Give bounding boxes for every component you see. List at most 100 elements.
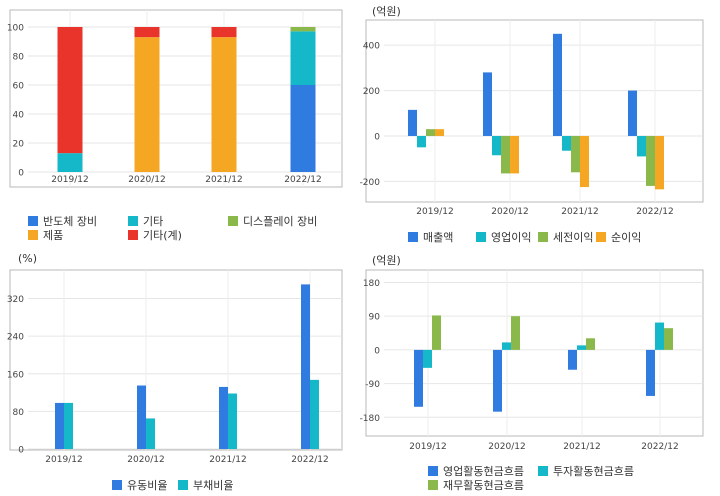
legend-label: 기타 bbox=[143, 215, 164, 228]
chart4-bar bbox=[432, 315, 441, 350]
legend-label: 순이익 bbox=[611, 231, 642, 244]
chart4-bar bbox=[423, 349, 432, 368]
chart2-x-tick-label: 2020/12 bbox=[491, 207, 528, 217]
legend-label: 매출액 bbox=[423, 231, 454, 244]
chart4-bar bbox=[646, 349, 655, 396]
chart3-bar bbox=[228, 393, 237, 449]
chart2-y-tick-label: 400 bbox=[363, 42, 380, 52]
chart4-x-tick-label: 2019/12 bbox=[409, 442, 446, 452]
chart1-y-tick-label: 80 bbox=[13, 53, 25, 63]
legend-swatch bbox=[476, 232, 486, 242]
legend-label: 영업이익 bbox=[491, 231, 532, 244]
legend-swatch bbox=[28, 216, 38, 226]
chart2-bar bbox=[510, 135, 519, 174]
chart1-y-tick-label: 0 bbox=[18, 169, 24, 179]
legend-item[interactable]: 부채비율 bbox=[178, 477, 233, 493]
chart4-bar bbox=[493, 349, 502, 412]
chart4-bar bbox=[502, 342, 511, 350]
legend-item[interactable]: 매출액 bbox=[408, 229, 453, 245]
chart4-x-tick-label: 2021/12 bbox=[563, 442, 600, 452]
chart4-y-tick-label: 0 bbox=[374, 346, 380, 356]
income-unit-label: (억원) bbox=[372, 5, 401, 18]
legend-label: 기타(계) bbox=[143, 229, 182, 242]
chart2-bar bbox=[417, 135, 426, 148]
legend-swatch bbox=[428, 466, 438, 476]
chart2-bar bbox=[501, 135, 510, 174]
chart4-bar bbox=[568, 349, 577, 370]
legend-swatch bbox=[128, 230, 138, 240]
chart4-bar bbox=[511, 316, 520, 350]
chart4-x-tick-label: 2022/12 bbox=[641, 442, 678, 452]
chart1-x-tick-label: 2021/12 bbox=[205, 175, 242, 185]
chart2-bar bbox=[553, 33, 562, 136]
chart1-bar bbox=[134, 27, 160, 38]
chart3-x-tick-label: 2022/12 bbox=[291, 455, 328, 465]
legend-label: 투자활동현금흐름 bbox=[553, 465, 634, 478]
legend-label: 재무활동현금흐름 bbox=[443, 479, 524, 492]
chart2-bar bbox=[562, 135, 571, 151]
chart3-x-tick-label: 2019/12 bbox=[45, 455, 82, 465]
chart3-bar bbox=[137, 385, 146, 449]
chart3-bar bbox=[146, 418, 155, 449]
chart4-y-tick-label: 180 bbox=[363, 279, 380, 289]
chart4-y-tick-label: 90 bbox=[369, 313, 381, 323]
legend-swatch bbox=[596, 232, 606, 242]
legend-item[interactable]: 영업이익 bbox=[476, 229, 531, 245]
chart4-y-tick-label: -180 bbox=[360, 414, 381, 424]
chart2-bar bbox=[571, 135, 580, 173]
legend-item[interactable]: 세전이익 bbox=[538, 229, 593, 245]
cashflow-unit-label: (억원) bbox=[372, 254, 401, 267]
legend-swatch bbox=[408, 232, 418, 242]
chart3-y-tick-label: 320 bbox=[7, 295, 24, 305]
legend-item[interactable]: 기타(계) bbox=[128, 227, 182, 243]
legend-item[interactable]: 반도체 장비 bbox=[28, 213, 97, 229]
chart3-bar bbox=[55, 402, 64, 449]
legend-item[interactable]: 유동비율 bbox=[112, 477, 167, 493]
legend-label: 반도체 장비 bbox=[43, 215, 98, 228]
legend-swatch bbox=[28, 230, 38, 240]
legend-swatch bbox=[128, 216, 138, 226]
legend-item[interactable]: 투자활동현금흐름 bbox=[538, 463, 634, 479]
chart4-y-tick-label: -90 bbox=[365, 380, 380, 390]
legend-swatch bbox=[178, 480, 188, 490]
chart2-bar bbox=[646, 135, 655, 186]
legend-item[interactable]: 디스플레이 장비 bbox=[228, 213, 317, 229]
chart2-bar bbox=[628, 90, 637, 136]
chart3-y-tick-label: 0 bbox=[18, 446, 24, 456]
chart3-bar bbox=[219, 386, 228, 449]
legend-swatch bbox=[228, 216, 238, 226]
chart3-x-tick-label: 2020/12 bbox=[127, 455, 164, 465]
chart4-bar bbox=[655, 322, 664, 350]
chart1-y-tick-label: 60 bbox=[13, 82, 25, 92]
legend-swatch bbox=[538, 466, 548, 476]
chart2-bar bbox=[580, 135, 589, 188]
chart1-x-tick-label: 2019/12 bbox=[51, 175, 88, 185]
chart3-x-tick-label: 2021/12 bbox=[209, 455, 246, 465]
chart1-bar bbox=[134, 37, 160, 173]
chart2-bar bbox=[655, 135, 664, 190]
legend-label: 영업활동현금흐름 bbox=[443, 465, 524, 478]
chart2-bar bbox=[435, 129, 444, 136]
chart3-y-tick-label: 160 bbox=[7, 370, 24, 380]
chart1-y-tick-label: 40 bbox=[13, 111, 25, 121]
legend-item[interactable]: 영업활동현금흐름 bbox=[428, 463, 524, 479]
chart2-bar bbox=[637, 135, 646, 157]
chart3-y-tick-label: 240 bbox=[7, 333, 24, 343]
legend-swatch bbox=[428, 480, 438, 490]
legend-item[interactable]: 재무활동현금흐름 bbox=[428, 477, 524, 493]
chart1-bar bbox=[290, 31, 316, 86]
chart1-bar bbox=[57, 153, 83, 172]
chart2-y-tick-label: -200 bbox=[360, 178, 381, 188]
chart3-frame bbox=[9, 269, 343, 451]
legend-item[interactable]: 제품 bbox=[28, 227, 63, 243]
chart3-bar bbox=[64, 402, 73, 449]
legend-label: 유동비율 bbox=[127, 479, 168, 492]
chart3-bar bbox=[310, 379, 319, 449]
chart3-y-tick-label: 80 bbox=[13, 408, 25, 418]
chart2-frame bbox=[365, 19, 704, 203]
legend-item[interactable]: 순이익 bbox=[596, 229, 641, 245]
chart1-bar bbox=[211, 27, 237, 38]
legend-item[interactable]: 기타 bbox=[128, 213, 163, 229]
chart1-bar bbox=[290, 85, 316, 172]
